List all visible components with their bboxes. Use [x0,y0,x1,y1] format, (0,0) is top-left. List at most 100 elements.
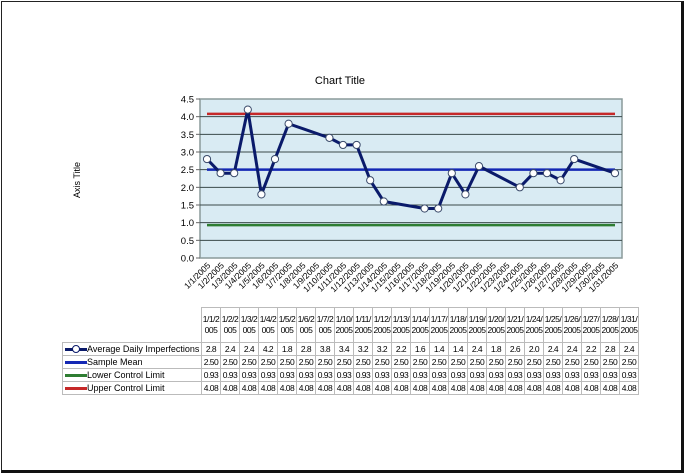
table-row: Lower Control Limit 0.93 0.93 0.93 0.93 0.93 0… [62,368,639,382]
series-label-cell: Sample Mean [62,355,202,369]
table-column-header: 1/20/2005 [486,307,506,343]
table-cell: 3.2 [353,342,373,356]
y-tick-label: 4.5 [181,95,194,106]
table-cell: 0.93 [543,368,563,382]
table-cell: 1.4 [448,342,468,356]
table-cell: 2.50 [505,355,525,369]
table-cell: 2.8 [600,342,620,356]
table-cell: 4.08 [543,381,563,395]
table-cell: 2.50 [581,355,601,369]
table-cell: 2.50 [543,355,563,369]
table-cell: 2.50 [315,355,335,369]
table-cell: 0.93 [277,368,297,382]
table-cell: 0.93 [619,368,639,382]
table-cell: 0.93 [467,368,487,382]
data-point-marker [570,154,579,164]
table-cell: 2.50 [467,355,487,369]
table-cell: 3.8 [315,342,335,356]
table-cell: 2.4 [562,342,582,356]
table-cell: 4.08 [296,381,316,395]
table-cell: 4.08 [410,381,430,395]
y-tick-label: 1.5 [181,201,194,212]
table-column-header: 1/31/2005 [619,307,639,343]
data-point-marker [610,169,620,178]
data-point-marker [420,204,429,213]
table-cell: 2.50 [220,355,240,369]
table-column-header: 1/17/2005 [429,307,449,343]
table-column-header: 1/11/2005 [353,307,373,343]
table-cell: 2.4 [467,342,487,356]
data-point-marker [434,204,443,213]
data-point-marker [461,190,470,199]
table-cell: 4.08 [619,381,639,395]
table-column-header: 1/4/2005 [258,307,278,343]
table-column-header: 1/10/2005 [334,307,354,343]
table-cell: 4.08 [315,381,335,395]
data-point-marker [515,183,524,192]
series-label-cell: Upper Control Limit [62,381,202,395]
data-point-marker [202,154,212,164]
chart-title: Chart Title [314,75,366,87]
data-point-marker [556,176,565,185]
table-cell: 4.08 [258,381,278,395]
table-cell: 0.93 [372,368,392,382]
table-cell: 0.93 [600,368,620,382]
data-point-marker [270,154,280,164]
data-point-marker [474,162,484,171]
data-point-marker [447,169,456,178]
table-column-header: 1/25/2005 [543,307,563,343]
table-cell: 1.6 [410,342,430,356]
table-cell: 4.08 [486,381,506,395]
table-column-header: 1/1/2005 [201,307,221,343]
table-cell: 4.08 [239,381,259,395]
table-cell: 0.93 [296,368,316,382]
table-cell: 0.93 [429,368,449,382]
data-point-marker [284,119,293,128]
table-cell: 2.8 [296,342,316,356]
table-cell: 0.93 [391,368,411,382]
table-row: Sample Mean 2.50 2.50 2.50 2.50 2.50 2.50 2.50 2… [62,355,639,369]
table-column-header: 1/12/2005 [372,307,392,343]
table-cell: 0.93 [581,368,601,382]
table-cell: 4.08 [372,381,392,395]
table-cell: 0.93 [258,368,278,382]
table-column-header: 1/21/2005 [505,307,525,343]
table-cell: 4.08 [353,381,373,395]
y-tick-label: 1.0 [181,218,194,229]
table-cell: 0.93 [505,368,525,382]
data-point-marker [325,133,334,142]
table-cell: 2.6 [505,342,525,356]
table-cell: 2.50 [562,355,582,369]
table-cell: 2.4 [239,342,259,356]
table-cell: 4.08 [524,381,544,395]
table-column-header: 1/3/2005 [239,307,259,343]
table-cell: 2.50 [600,355,620,369]
data-point-marker [379,197,388,206]
table-cell: 2.50 [353,355,373,369]
table-cell: 4.08 [201,381,221,395]
y-tick-label: 2.0 [181,183,194,194]
table-cell: 2.50 [486,355,506,369]
table-column-header: 1/27/2005 [581,307,601,343]
data-point-marker [257,190,266,199]
table-column-header: 1/7/2005 [315,307,335,343]
table-column-header: 1/26/2005 [562,307,582,343]
table-cell: 2.50 [239,355,259,369]
table-cell: 2.50 [334,355,354,369]
table-cell: 2.4 [619,342,639,356]
table-column-header: 1/18/2005 [448,307,468,343]
table-cell: 2.50 [429,355,449,369]
table-cell: 4.08 [334,381,354,395]
data-point-marker [366,176,375,185]
data-point-marker [338,140,348,150]
table-cell: 2.4 [220,342,240,356]
table-column-header: 1/13/2005 [391,307,411,343]
table-row: Upper Control Limit 4.08 4.08 4.08 4.08 4.08 4… [62,381,639,395]
y-tick-label: 3.5 [181,130,194,141]
y-tick-label: 3.0 [181,148,194,159]
table-cell: 2.50 [296,355,316,369]
series-label: Sample Mean [87,356,143,367]
table-cell: 0.93 [410,368,430,382]
table-column-header: 1/6/2005 [296,307,316,343]
legend-key-ucl [65,383,87,393]
